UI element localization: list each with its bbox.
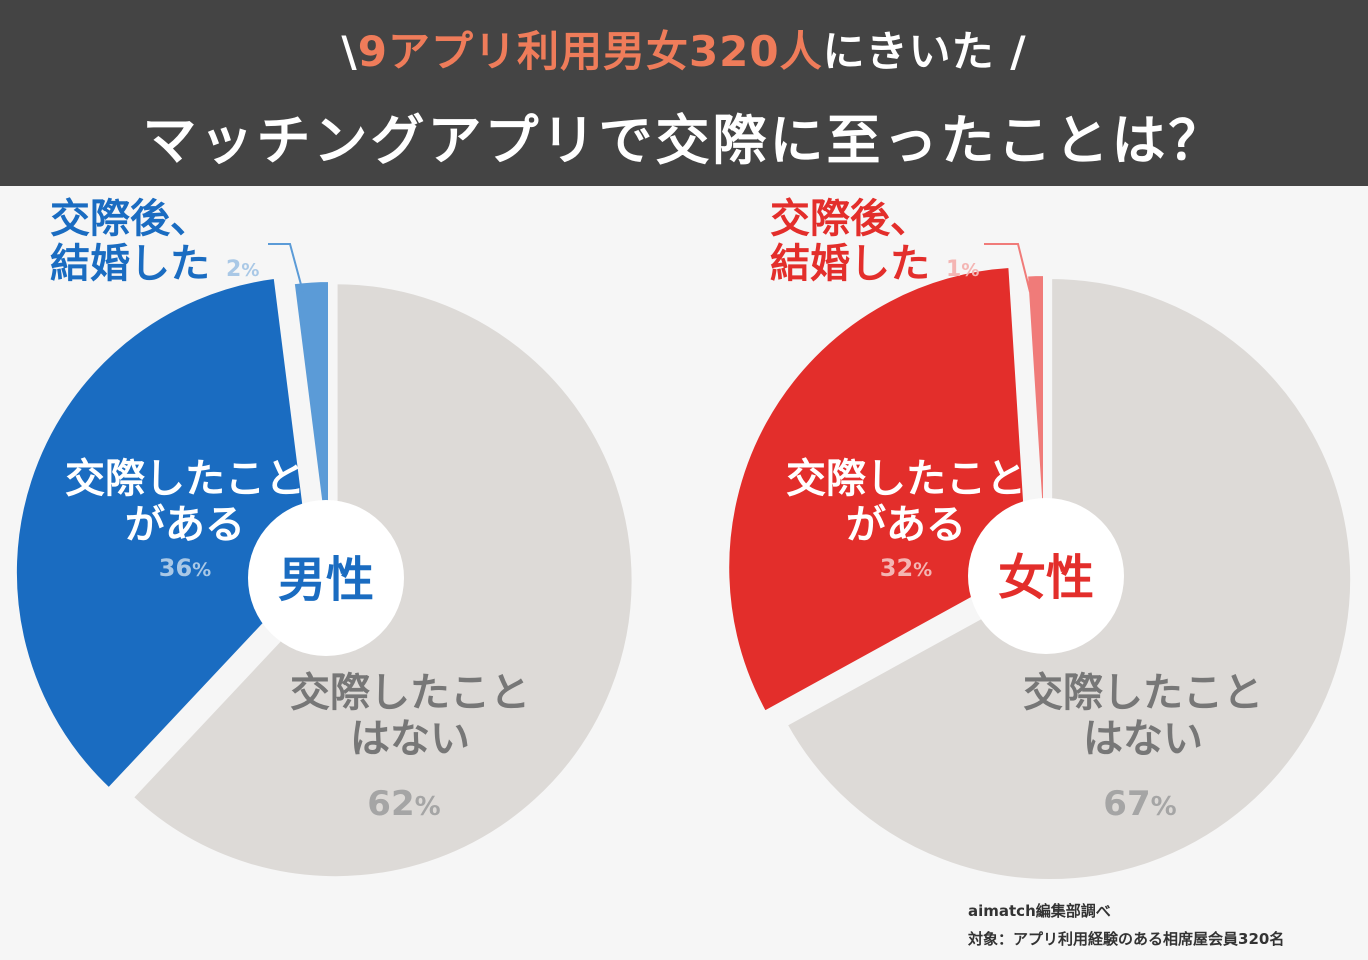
female-center-label: 女性 bbox=[998, 550, 1094, 606]
female-married-label-line2: 結婚した bbox=[770, 241, 930, 287]
female-had-percent: 32% bbox=[880, 554, 932, 582]
female-slice-had bbox=[725, 263, 1032, 716]
female-had-label-line1: 交際したこと bbox=[786, 456, 1026, 502]
target-note: 対象：アプリ利用経験のある相席屋会員320名 bbox=[968, 930, 1285, 948]
female-married-label-line1: 交際後、 bbox=[770, 196, 930, 242]
title-highlight: 9アプリ利用男女320人 bbox=[357, 27, 823, 76]
male-married-label-line2: 結婚した bbox=[50, 241, 210, 287]
male-center-label: 男性 bbox=[278, 552, 374, 608]
female-married-leader-line bbox=[984, 243, 1031, 293]
female-married-percent: 1% bbox=[946, 257, 979, 282]
title-prefix: \ bbox=[341, 27, 358, 76]
male-never-label-line2: はない bbox=[350, 716, 470, 762]
female-had-label-line2: がある bbox=[846, 502, 966, 548]
female-never-label-line1: 交際したこと bbox=[1023, 670, 1263, 716]
female-never-label-line2: はない bbox=[1083, 716, 1203, 762]
male-had-label-line2: がある bbox=[125, 502, 245, 548]
male-had-label-line1: 交際したこと bbox=[65, 456, 305, 502]
title-suffix: にきいた / bbox=[822, 27, 1027, 76]
male-never-percent: 62% bbox=[367, 784, 440, 824]
male-center-circle bbox=[248, 500, 404, 656]
male-had-percent: 36% bbox=[159, 554, 211, 582]
male-married-label-line1: 交際後、 bbox=[50, 196, 210, 242]
female-center-circle bbox=[968, 498, 1124, 654]
male-married-percent: 2% bbox=[226, 257, 259, 282]
male-married-leader-line bbox=[268, 243, 304, 293]
female-never-percent: 67% bbox=[1103, 784, 1176, 824]
header-subtitle: \9アプリ利用男女320人にきいた / bbox=[0, 18, 1368, 79]
male-slice-had bbox=[12, 274, 315, 793]
male-never-label-line1: 交際したこと bbox=[290, 670, 530, 716]
page-title: マッチングアプリで交際に至ったことは？ bbox=[142, 109, 1226, 172]
header-banner: \9アプリ利用男女320人にきいた / マッチングアプリで交際に至ったことは？ bbox=[0, 0, 1368, 186]
source-note: aimatch編集部調べ bbox=[968, 902, 1111, 920]
